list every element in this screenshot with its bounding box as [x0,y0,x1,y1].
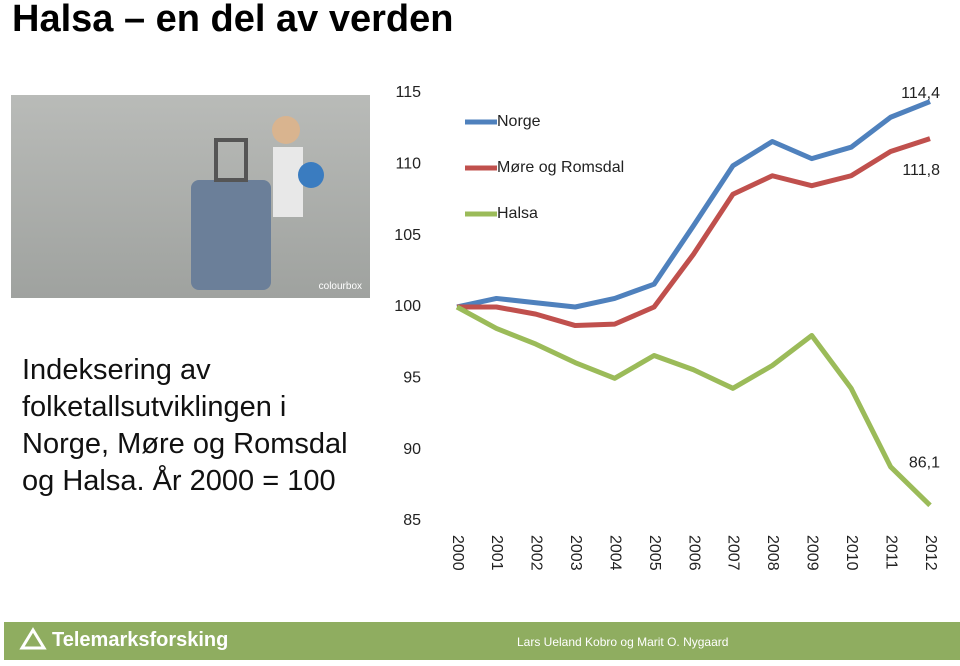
body [273,147,303,217]
x-tick-label: 2011 [882,535,899,570]
y-tick-label: 115 [395,84,421,101]
x-tick-label: 2010 [843,535,860,571]
y-tick-label: 110 [395,156,421,173]
x-tick-label: 2009 [804,535,821,571]
x-tick-label: 2006 [685,535,702,571]
y-tick-label: 95 [403,370,421,387]
logo: Telemarksforsking [52,629,229,651]
value-label: 111,8 [902,162,940,179]
x-tick-label: 2003 [567,535,584,571]
globe [298,162,324,188]
watermark: colourbox [318,281,362,292]
footer: Telemarksforsking Lars Ueland Kobro og M… [4,622,960,660]
legend-label: Møre og Romsdal [497,159,624,176]
x-tick-label: 2002 [528,535,545,571]
logo-icon [19,627,47,650]
series-line [457,136,931,329]
x-tick-label: 2001 [488,535,505,571]
y-tick-label: 105 [394,227,421,244]
x-tick-label: 2000 [449,535,466,571]
authors: Lars Ueland Kobro og Marit O. Nygaard [517,635,729,649]
photo: colourbox [11,95,370,298]
slide-title: Halsa – en del av verden [12,0,454,40]
value-label: 114,4 [901,85,940,102]
head [272,116,300,144]
legend-label: Halsa [497,205,538,222]
y-tick-label: 85 [403,512,421,529]
y-tick-label: 90 [403,441,421,458]
chart: 85 90 95 100 105 110 115 2000 2001 2002 2003 2004 20… [394,84,940,571]
series-line [456,99,931,310]
x-tick-label: 2005 [646,535,663,571]
description: Indeksering av folketallsutviklingen i N… [22,354,348,497]
x-tick-label: 2007 [725,535,742,571]
x-tick-label: 2008 [764,535,781,571]
suitcase [191,180,271,290]
handle [214,138,248,182]
x-tick-label: 2012 [922,535,939,571]
x-tick-label: 2004 [606,535,623,571]
legend-label: Norge [497,113,541,130]
photo-art [191,116,324,290]
value-label: 86,1 [909,455,940,472]
y-tick-label: 100 [394,298,421,315]
series-line [455,304,932,508]
